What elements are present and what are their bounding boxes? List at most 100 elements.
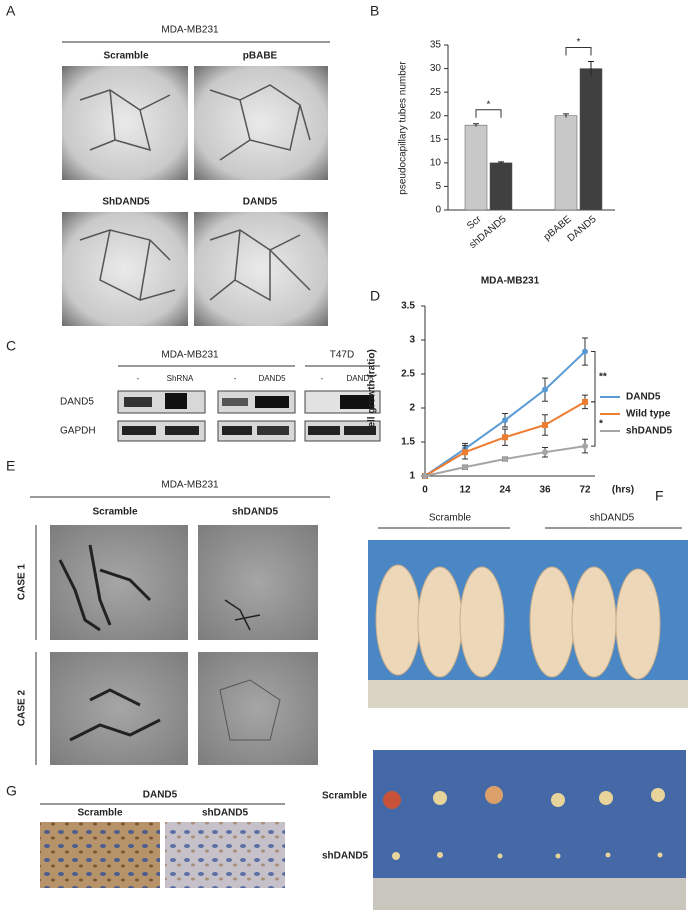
y-tick-label: 1 (409, 471, 415, 482)
significance-bracket (591, 401, 596, 447)
y-tick-label: 15 (430, 134, 442, 145)
error-bar (588, 61, 594, 76)
data-point (582, 443, 588, 450)
data-point (422, 473, 428, 479)
lane-label: - (137, 374, 140, 383)
panel-letter: A (6, 3, 16, 19)
data-point (462, 464, 468, 471)
panel-letter: E (6, 458, 15, 474)
ihc-image (40, 822, 160, 888)
y-tick-label: 35 (430, 40, 442, 51)
group-label: MDA-MB231 (161, 350, 219, 361)
legend-label: shDAND5 (626, 426, 673, 437)
micrograph (62, 212, 188, 326)
y-axis-label: Cell growth (ratio) (367, 349, 378, 435)
row-label: CASE 1 (17, 564, 28, 601)
micrograph (194, 66, 328, 180)
panel-title: DAND5 (143, 790, 178, 801)
annotation: * (577, 37, 581, 48)
data-point (542, 386, 548, 393)
y-tick-label: 30 (430, 63, 442, 74)
panel-title: MDA-MB231 (161, 480, 219, 491)
x-tick-label: 24 (499, 485, 511, 496)
micrograph (62, 66, 188, 180)
y-tick-label: 3 (409, 335, 415, 346)
panel-letter: D (370, 288, 380, 304)
row-label: Scramble (322, 791, 367, 802)
panel-title: MDA-MB231 (161, 25, 219, 36)
x-tick-label: DAND5 (566, 214, 599, 244)
column-label: Scramble (77, 808, 122, 819)
ruler (373, 878, 686, 910)
y-tick-label: 10 (430, 157, 442, 168)
bar (554, 115, 578, 211)
column-label: shDAND5 (590, 513, 635, 524)
y-tick-label: 3.5 (401, 301, 415, 312)
column-label: Scramble (429, 513, 472, 524)
mice (375, 564, 661, 680)
panel-letter: C (6, 338, 16, 354)
angiogram (198, 652, 318, 765)
bar (489, 162, 513, 211)
image-label: ShDAND5 (102, 197, 150, 208)
y-tick-label: 1.5 (401, 437, 415, 448)
image-label: Scramble (103, 51, 148, 62)
column-label: Scramble (92, 507, 137, 518)
data-point (502, 434, 508, 441)
panel-letter: G (6, 783, 17, 799)
bar (579, 68, 603, 211)
x-tick-label: 12 (459, 485, 471, 496)
significance-bracket (565, 47, 592, 56)
legend-label: DAND5 (626, 392, 661, 403)
significance-bracket (475, 109, 502, 118)
lane-label: - (321, 374, 324, 383)
significance-bracket (591, 351, 596, 403)
y-tick-label: 2 (409, 403, 415, 414)
group-label: T47D (330, 350, 354, 361)
x-tick-label: 36 (539, 485, 551, 496)
bar (464, 124, 488, 211)
y-tick-label: 25 (430, 87, 442, 98)
column-label: shDAND5 (202, 808, 249, 819)
chart-title: MDA-MB231 (481, 276, 540, 287)
y-tick-label: 20 (430, 110, 442, 121)
row-label: CASE 2 (17, 690, 28, 727)
y-tick-label: 5 (435, 181, 441, 192)
lane-label: DAND5 (346, 374, 374, 383)
panel-letter: F (655, 488, 664, 504)
annotation: * (599, 419, 603, 430)
row-label: GAPDH (60, 426, 96, 437)
y-tick-label: 0 (435, 205, 441, 216)
annotation: ** (599, 371, 607, 382)
data-point (502, 417, 508, 424)
row-label: shDAND5 (322, 851, 369, 862)
x-tick-label: 72 (579, 485, 591, 496)
micrograph (194, 212, 328, 326)
y-tick-label: 2.5 (401, 369, 415, 380)
column-label: shDAND5 (232, 507, 279, 518)
ihc-image (165, 822, 285, 888)
annotation: * (487, 99, 491, 110)
tumors (383, 786, 665, 860)
data-point (462, 449, 468, 456)
lane-label: DAND5 (258, 374, 286, 383)
legend-label: Wild type (626, 409, 671, 420)
error-bar (498, 161, 504, 164)
x-tick-label: Scr (465, 213, 484, 231)
angiogram (50, 525, 188, 640)
image-label: pBABE (243, 51, 278, 62)
data-point (582, 398, 588, 405)
data-point (542, 449, 548, 456)
row-label: DAND5 (60, 397, 94, 408)
lane-label: - (234, 374, 237, 383)
data-point (582, 348, 588, 355)
panel-letter: B (370, 3, 379, 19)
error-bar (563, 113, 569, 118)
tube-network (79, 84, 311, 302)
data-point (502, 456, 508, 462)
error-bar (473, 123, 479, 127)
angiogram (198, 525, 318, 640)
western-blot (117, 390, 381, 442)
y-axis-label: pseudocapillary tubes number (398, 61, 409, 195)
